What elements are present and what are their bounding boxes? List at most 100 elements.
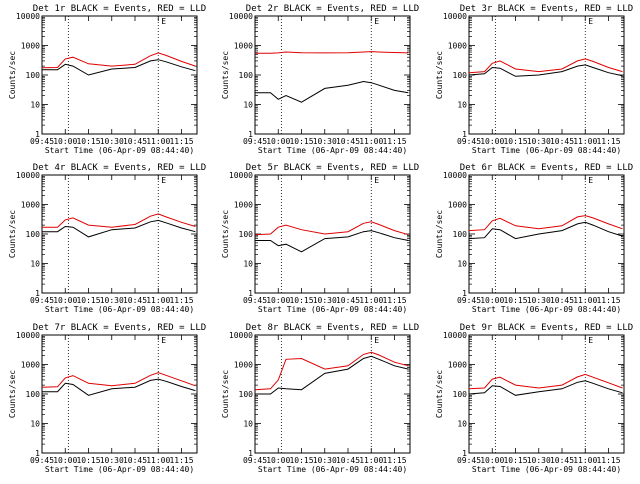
- series-line-red: [41, 372, 196, 388]
- x-tick-label: 11:00: [573, 296, 597, 305]
- y-tick-label: 1: [35, 130, 40, 139]
- x-tick-label: 10:30: [527, 137, 551, 146]
- event-marker-label: E: [374, 336, 379, 345]
- event-marker-label: E: [588, 336, 593, 345]
- y-tick-label: 10000: [16, 12, 40, 21]
- x-tick-label: 10:45: [123, 456, 147, 465]
- series-line-black: [255, 230, 409, 253]
- event-marker-label: E: [161, 17, 166, 26]
- y-tick-label: 10: [457, 101, 467, 110]
- x-tick-label: 10:00: [53, 456, 77, 465]
- y-tick-label: 10: [243, 260, 253, 269]
- chart-panel-1: Det 1r BLACK = Events, RED = LLD 1 10 100 10…: [8, 4, 206, 155]
- y-tick-label: 10: [457, 420, 467, 429]
- y-tick-label: 1: [248, 449, 253, 458]
- y-tick-label: 10: [457, 260, 467, 269]
- chart-title: Det 1r BLACK = Events, RED = LLD: [33, 4, 206, 14]
- y-tick-label: 10000: [443, 331, 467, 340]
- x-tick-label: 11:00: [573, 137, 597, 146]
- x-tick-label: 10:45: [336, 456, 360, 465]
- y-tick-label: 10000: [229, 331, 253, 340]
- x-tick-label: 10:15: [503, 137, 527, 146]
- x-tick-label: 09:45: [243, 296, 267, 305]
- x-tick-label: 10:30: [100, 456, 124, 465]
- x-tick-label: 10:00: [266, 296, 290, 305]
- y-tick-label: 100: [453, 71, 468, 80]
- x-tick-label: 10:30: [527, 296, 551, 305]
- y-tick-label: 10: [30, 420, 40, 429]
- plot-frame: [41, 15, 198, 135]
- event-marker-label: E: [161, 336, 166, 345]
- series-line-black: [42, 219, 196, 238]
- x-axis-label: Start Time (06-Apr-09 08:44:40): [45, 146, 194, 155]
- x-tick-label: 11:00: [146, 456, 170, 465]
- x-tick-label: 11:15: [382, 137, 406, 146]
- y-axis-label: Counts/sec: [221, 51, 230, 99]
- y-tick-label: 100: [239, 390, 254, 399]
- x-axis-label: Start Time (06-Apr-09 08:44:40): [472, 146, 621, 155]
- y-tick-label: 10000: [16, 331, 40, 340]
- y-tick-label: 1: [35, 449, 40, 458]
- x-tick-label: 11:15: [596, 296, 620, 305]
- y-tick-label: 1000: [448, 361, 467, 370]
- event-marker-label: E: [374, 17, 379, 26]
- x-tick-label: 11:15: [382, 456, 406, 465]
- y-tick-label: 10000: [229, 171, 253, 180]
- x-tick-label: 10:45: [123, 137, 147, 146]
- y-tick-label: 1000: [234, 361, 253, 370]
- x-tick-label: 09:45: [243, 137, 267, 146]
- y-tick-label: 1000: [21, 42, 40, 51]
- y-tick-label: 1000: [234, 42, 253, 51]
- x-tick-label: 10:00: [53, 296, 77, 305]
- plot-frame: [254, 15, 411, 135]
- x-tick-label: 10:45: [550, 456, 574, 465]
- series-line-black: [255, 80, 409, 103]
- x-tick-label: 10:15: [76, 137, 100, 146]
- x-tick-label: 10:30: [100, 296, 124, 305]
- x-tick-label: 10:45: [550, 296, 574, 305]
- chart-panel-2: Det 2r BLACK = Events, RED = LLD 1 10 100 10…: [221, 4, 419, 155]
- y-tick-label: 10: [30, 101, 40, 110]
- x-axis-label: Start Time (06-Apr-09 08:44:40): [258, 465, 407, 474]
- event-marker-label: E: [374, 176, 379, 185]
- x-tick-label: 10:45: [336, 296, 360, 305]
- x-tick-label: 11:15: [169, 296, 193, 305]
- x-tick-label: 11:15: [169, 137, 193, 146]
- x-tick-label: 11:15: [382, 296, 406, 305]
- x-tick-label: 10:00: [480, 137, 504, 146]
- x-tick-label: 11:00: [146, 137, 170, 146]
- y-tick-label: 1: [248, 289, 253, 298]
- y-axis-label: Counts/sec: [8, 370, 17, 418]
- event-marker-label: E: [161, 176, 166, 185]
- y-tick-label: 100: [26, 71, 41, 80]
- x-tick-label: 10:15: [503, 456, 527, 465]
- x-axis-label: Start Time (06-Apr-09 08:44:40): [45, 465, 194, 474]
- x-tick-label: 10:15: [289, 296, 313, 305]
- chart-title: Det 9r BLACK = Events, RED = LLD: [460, 323, 633, 333]
- y-tick-label: 1: [462, 289, 467, 298]
- y-tick-label: 1000: [448, 42, 467, 51]
- y-tick-label: 10000: [16, 171, 40, 180]
- series-line-black: [468, 64, 623, 77]
- y-tick-label: 10: [243, 420, 253, 429]
- y-tick-label: 1000: [234, 201, 253, 210]
- y-tick-label: 1000: [448, 201, 467, 210]
- x-axis-label: Start Time (06-Apr-09 08:44:40): [472, 305, 621, 314]
- series-line-red: [41, 52, 196, 69]
- y-axis-label: Counts/sec: [221, 370, 230, 418]
- series-line-red: [254, 351, 409, 391]
- chart-panel-8: Det 8r BLACK = Events, RED = LLD 1 10 100 10…: [221, 323, 419, 474]
- x-tick-label: 10:00: [480, 456, 504, 465]
- y-tick-label: 100: [453, 390, 468, 399]
- plot-frame: [468, 15, 625, 135]
- chart-panel-7: Det 7r BLACK = Events, RED = LLD 1 10 100 10…: [8, 323, 206, 474]
- y-axis-label: Counts/sec: [435, 210, 444, 258]
- series-line-black: [42, 59, 196, 76]
- x-tick-label: 10:15: [289, 137, 313, 146]
- x-tick-label: 11:00: [359, 137, 383, 146]
- x-tick-label: 09:45: [243, 456, 267, 465]
- y-tick-label: 1: [462, 449, 467, 458]
- plot-frame: [41, 334, 198, 454]
